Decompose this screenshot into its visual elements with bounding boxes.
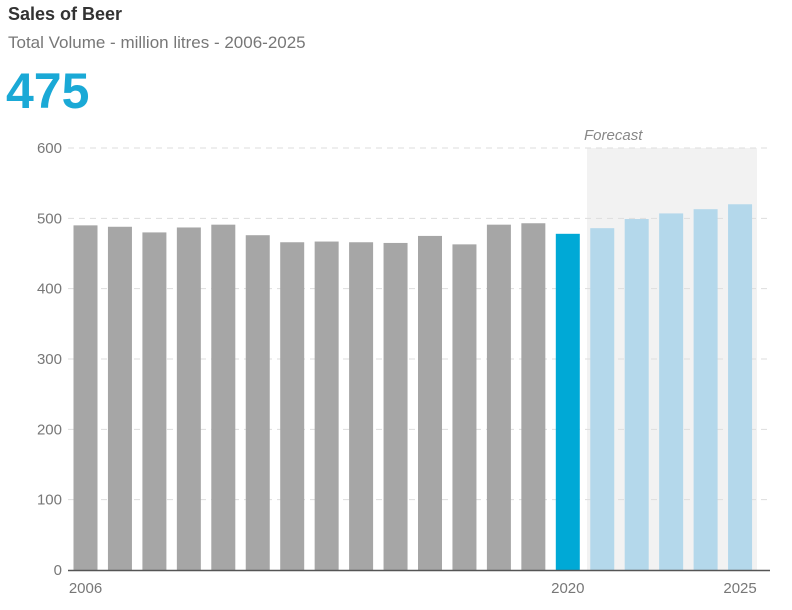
bar-2017 — [452, 244, 477, 570]
y-tick-label: 300 — [37, 351, 62, 368]
y-tick-label: 400 — [37, 281, 62, 298]
bar-2011 — [245, 235, 270, 571]
bar-2009 — [176, 227, 201, 570]
chart-subtitle: Total Volume - million litres - 2006-202… — [8, 33, 306, 52]
bar-2022 — [624, 219, 649, 570]
bar-2015 — [383, 242, 408, 570]
bar-2014 — [349, 242, 374, 570]
bar-2007 — [107, 226, 132, 571]
y-tick-label: 600 — [37, 140, 62, 157]
y-tick-label: 0 — [54, 562, 62, 579]
bar-2008 — [142, 232, 167, 570]
headline-value: 475 — [6, 63, 90, 119]
y-tick-label: 500 — [37, 210, 62, 227]
bar-2019 — [521, 223, 546, 571]
bar-2020 — [555, 233, 580, 570]
bar-2016 — [418, 235, 442, 570]
bar-2023 — [659, 213, 684, 570]
x-tick-label-2025: 2025 — [723, 580, 756, 597]
y-tick-label: 200 — [37, 421, 62, 438]
bar-2013 — [314, 241, 339, 570]
forecast-label: Forecast — [584, 127, 643, 144]
bar-2025 — [728, 204, 753, 570]
bar-2006 — [73, 225, 98, 570]
bar-2012 — [280, 242, 305, 570]
chart-title: Sales of Beer — [8, 4, 123, 24]
bar-2018 — [486, 224, 511, 570]
bar-2010 — [211, 224, 236, 570]
x-tick-label-2020: 2020 — [551, 580, 584, 597]
bar-2024 — [693, 209, 718, 570]
bar-2021 — [590, 228, 615, 570]
x-tick-label-2006: 2006 — [69, 580, 102, 597]
y-tick-label: 100 — [37, 492, 62, 509]
